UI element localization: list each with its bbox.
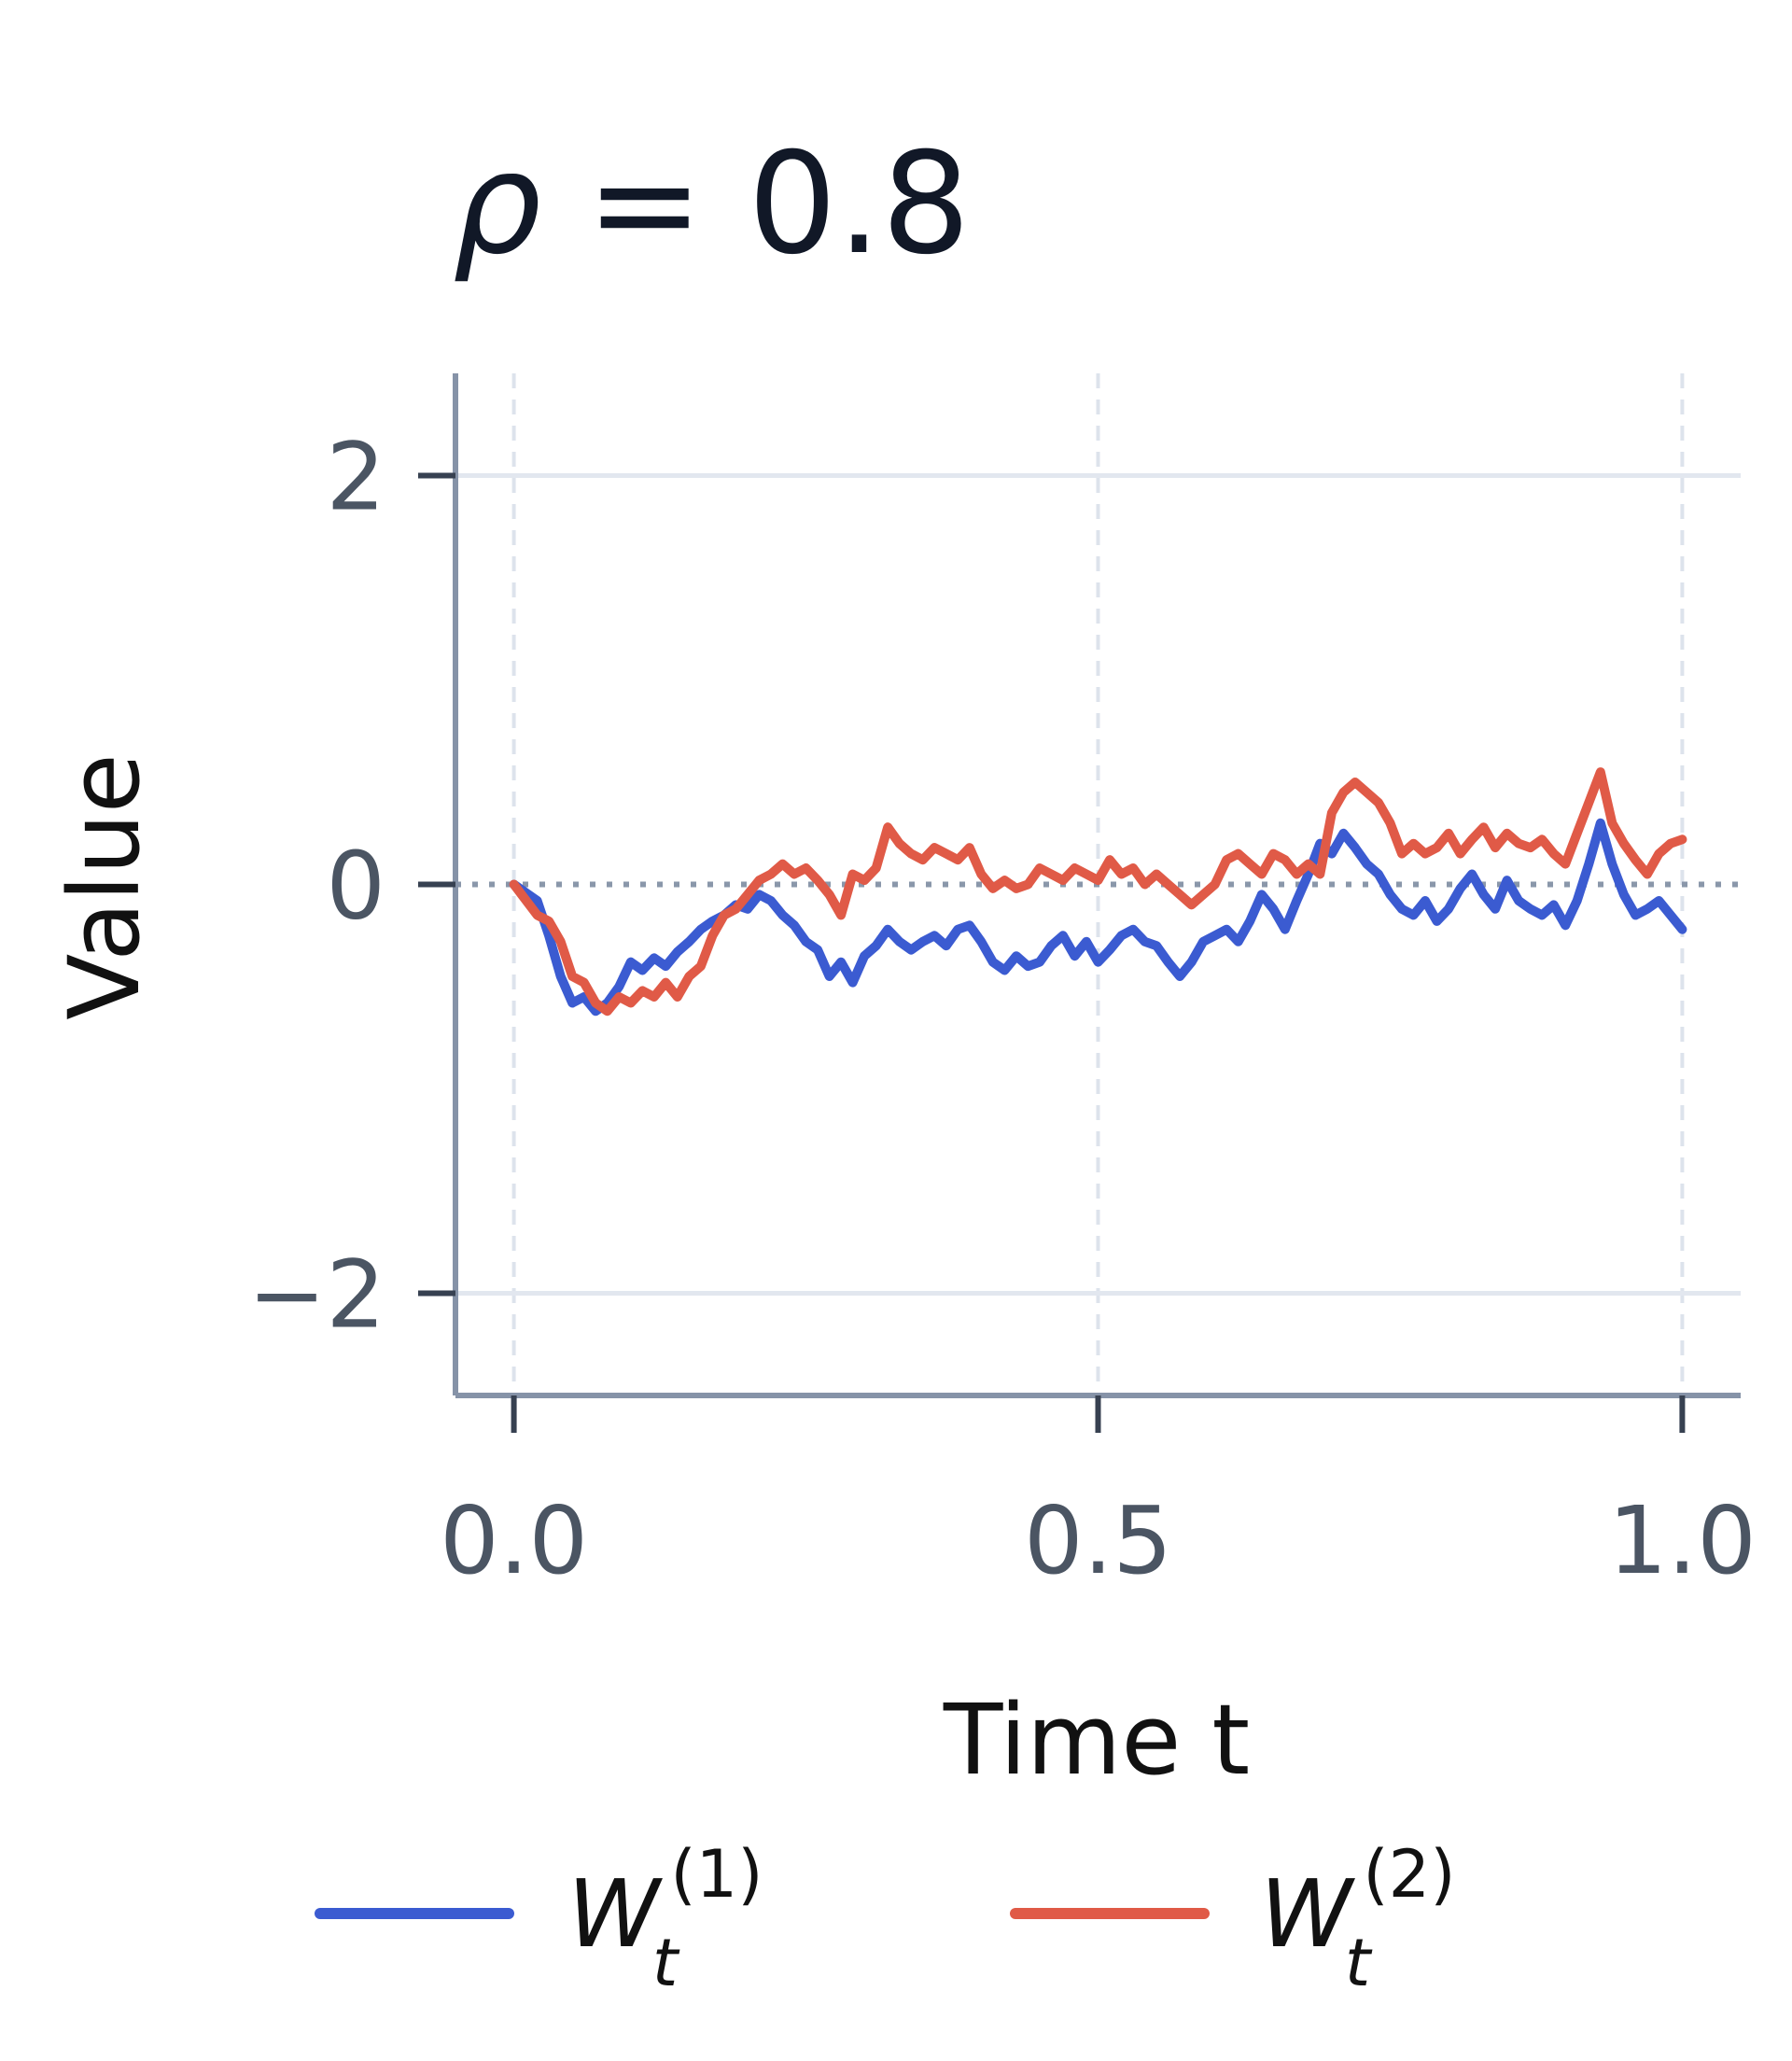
legend-label-1: Wt(1) — [567, 1836, 763, 2001]
x-axis-title: Time t — [943, 1683, 1250, 1797]
series-line-2 — [509, 767, 1687, 1016]
y-axis-title: Value — [48, 753, 161, 1020]
y-tick-label: −2 — [248, 1241, 385, 1350]
x-tick-label: 0.0 — [440, 1486, 588, 1595]
ticks: −2 0 2 0.0 0.5 1.0 — [248, 423, 1757, 1596]
x-tick-label: 0.5 — [1024, 1486, 1172, 1595]
chart-title-rest: = 0.8 — [541, 123, 971, 286]
chart-title: ρ = 0.8 — [453, 123, 971, 286]
legend: Wt(1) Wt(2) — [315, 1836, 1456, 2001]
y-tick-label: 0 — [326, 832, 385, 941]
chart-title-symbol: ρ — [453, 123, 541, 286]
legend-label-2: Wt(2) — [1260, 1836, 1456, 2001]
y-tick-label: 2 — [326, 423, 385, 532]
series-group — [509, 767, 1687, 1016]
x-tick-label: 1.0 — [1608, 1486, 1757, 1595]
